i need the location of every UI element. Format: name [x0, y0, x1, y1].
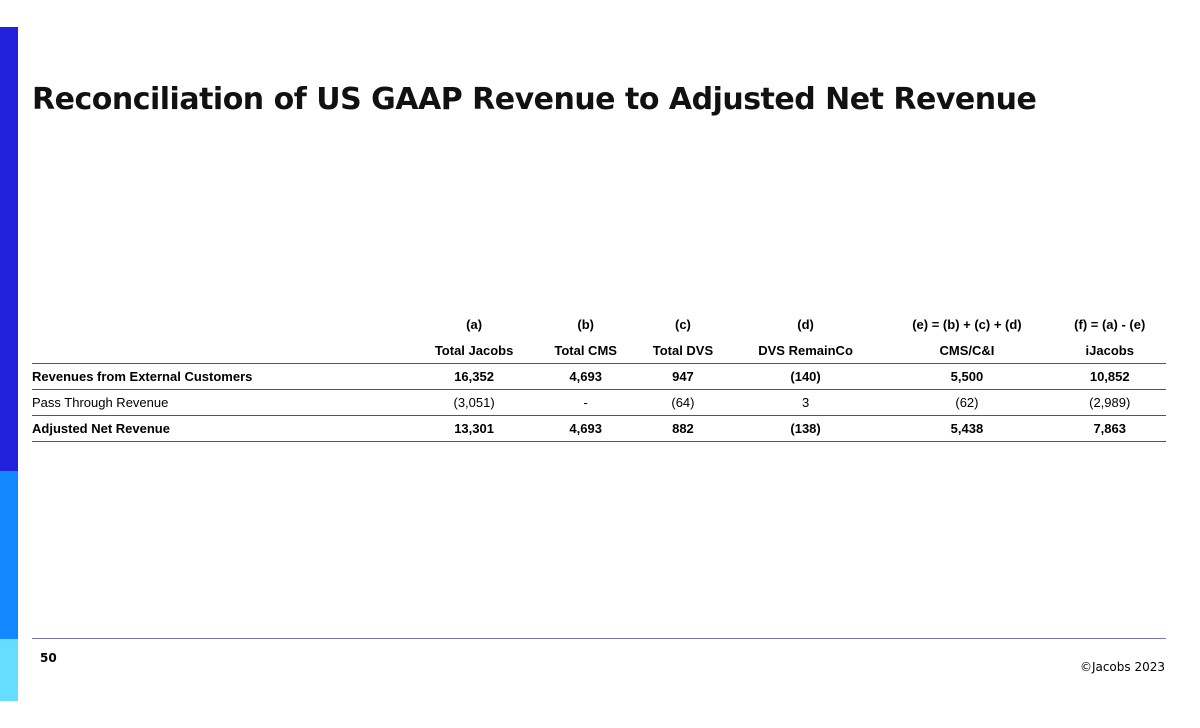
footer-divider — [32, 638, 1166, 639]
column-header: Total DVS — [635, 338, 731, 364]
table-cell: 882 — [635, 415, 731, 442]
table-cell: (3,051) — [412, 389, 537, 416]
column-key: (a) — [466, 316, 483, 332]
column-header: Total CMS — [536, 338, 636, 364]
table-cell: 5,500 — [880, 363, 1054, 390]
table-cell: 4,693 — [536, 415, 636, 442]
reconciliation-table: (a) (b) (c) (d) (e) = (b) + (c) + (d) (f… — [32, 310, 1166, 442]
column-key: (d) — [797, 316, 814, 332]
column-header: DVS RemainCo — [730, 338, 881, 364]
row-label: Adjusted Net Revenue — [32, 415, 412, 442]
table-cell: 16,352 — [412, 363, 537, 390]
table-cell: (64) — [635, 389, 731, 416]
table-cell: 5,438 — [880, 415, 1054, 442]
copyright-notice: ©Jacobs 2023 — [1079, 660, 1165, 674]
table-cell: 4,693 — [536, 363, 636, 390]
column-header: CMS/C&I — [880, 338, 1054, 364]
column-key: (c) — [675, 316, 691, 332]
accent-bar-bottom — [0, 639, 18, 701]
table-cell: - — [536, 389, 636, 416]
table-cell: (140) — [730, 363, 881, 390]
column-key: (e) = (b) + (c) + (d) — [912, 316, 1022, 332]
table-cell: (138) — [730, 415, 881, 442]
column-key: (f) = (a) - (e) — [1074, 316, 1146, 332]
header-spacer — [32, 310, 412, 338]
table-row: Pass Through Revenue (3,051) - (64) 3 (6… — [32, 389, 1166, 416]
table-cell: 3 — [730, 389, 881, 416]
column-header-row: Total Jacobs Total CMS Total DVS DVS Rem… — [32, 338, 1166, 364]
table-row: Revenues from External Customers 16,352 … — [32, 363, 1166, 390]
accent-bar-top — [0, 27, 18, 471]
table-cell: (2,989) — [1053, 389, 1166, 416]
table-cell: 10,852 — [1053, 363, 1166, 390]
row-label: Revenues from External Customers — [32, 363, 412, 390]
header-spacer — [32, 338, 412, 364]
table-cell: (62) — [880, 389, 1054, 416]
table-cell: 13,301 — [412, 415, 537, 442]
column-header: iJacobs — [1053, 338, 1166, 364]
column-header: Total Jacobs — [412, 338, 537, 364]
row-label: Pass Through Revenue — [32, 389, 412, 416]
column-key: (b) — [577, 316, 594, 332]
accent-bar-middle — [0, 471, 18, 639]
table-cell: 947 — [635, 363, 731, 390]
column-key-row: (a) (b) (c) (d) (e) = (b) + (c) + (d) (f… — [32, 310, 1166, 338]
table-cell: 7,863 — [1053, 415, 1166, 442]
table-row: Adjusted Net Revenue 13,301 4,693 882 (1… — [32, 415, 1166, 442]
page-title: Reconciliation of US GAAP Revenue to Adj… — [32, 82, 1037, 117]
page-number: 50 — [40, 651, 57, 665]
